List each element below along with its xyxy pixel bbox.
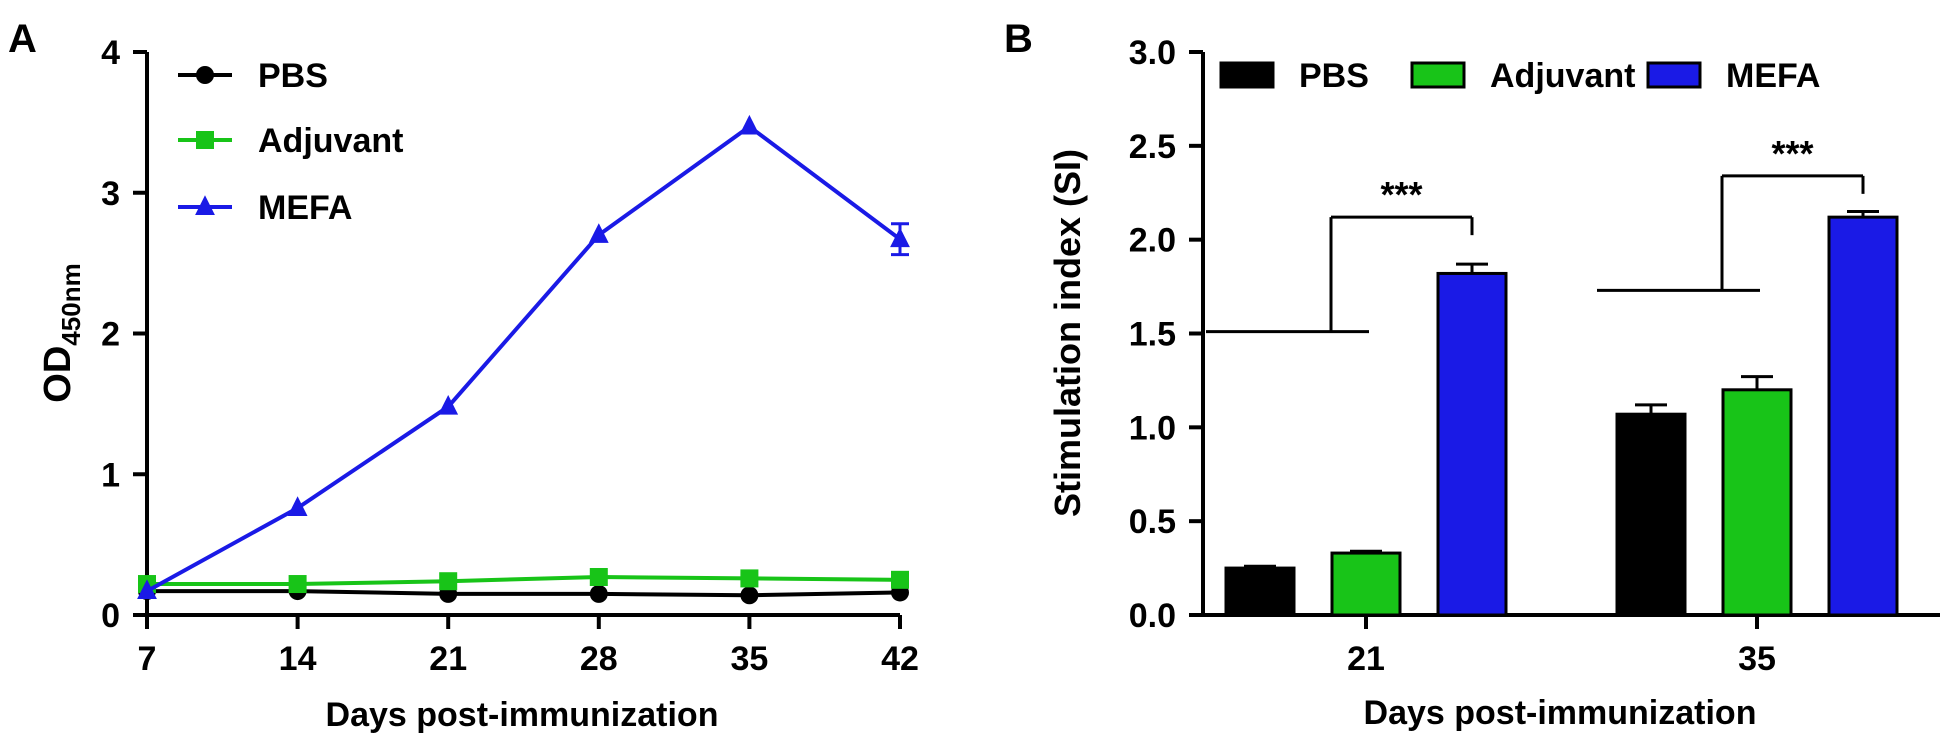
panel-b-bar-pbs bbox=[1615, 412, 1687, 617]
panel-b-bar-adjuvant bbox=[1330, 551, 1402, 617]
panel-a-x-ticks: 7 14 21 28 35 42 bbox=[138, 615, 919, 678]
panel-a-x-tick-label: 28 bbox=[580, 640, 618, 678]
panel-a-legend-label-adjuvant: Adjuvant bbox=[258, 122, 403, 160]
panel-b-label: B bbox=[1004, 17, 1033, 61]
panel-b-x-ticks: 21 35 bbox=[1347, 615, 1776, 678]
panel-a-point-adjuvant bbox=[439, 572, 458, 591]
panel-a-y-tick-label: 4 bbox=[101, 34, 120, 72]
panel-b-legend-swatch-adjuvant bbox=[1410, 61, 1466, 89]
panel-a-x-tick-label: 21 bbox=[429, 640, 467, 678]
panel-a-y-tick-label: 3 bbox=[101, 175, 120, 213]
panel-a-line-adjuvant bbox=[147, 574, 901, 587]
panel-a-line-mefa bbox=[146, 124, 902, 593]
panel-a-y-tick-label: 2 bbox=[101, 316, 120, 354]
panel-a-point-pbs bbox=[589, 584, 608, 603]
panel-a-legend-marker-mefa bbox=[195, 195, 215, 215]
panel-b-x-tick-label: 35 bbox=[1738, 640, 1776, 678]
panel-b-bar-adjuvant bbox=[1721, 388, 1793, 617]
panel-a-point-pbs bbox=[740, 586, 759, 605]
panel-b-y-tick-label: 1.5 bbox=[1129, 316, 1176, 354]
panel-b-y-ticks: 0.0 0.5 1.0 1.5 2.0 2.5 3.0 bbox=[1129, 34, 1203, 635]
panel-b-y-tick-label: 2.0 bbox=[1129, 222, 1176, 260]
panel-a-point-adjuvant bbox=[891, 570, 909, 589]
panel-a-x-tick-label: 35 bbox=[730, 640, 768, 678]
panel-a-x-tick-label: 7 bbox=[138, 640, 157, 678]
panel-a-line-chart: A 0 1 2 3 4 7 14 21 28 35 42 PBS Adjuvant MEFA OD45… bbox=[8, 17, 919, 734]
panel-a-series-mefa bbox=[137, 114, 910, 600]
panel-a-point-mefa bbox=[438, 394, 459, 415]
panel-a-point-mefa bbox=[739, 114, 760, 135]
panel-b-y-axis-label: Stimulation index (SI) bbox=[1047, 149, 1088, 517]
panel-b-y-tick-label: 0.5 bbox=[1129, 503, 1176, 541]
panel-a-point-mefa bbox=[588, 223, 609, 243]
panel-a-legend-marker-pbs bbox=[196, 66, 214, 84]
panel-b-significance-annotations: *** *** bbox=[1206, 133, 1865, 334]
panel-b-legend-swatch-pbs bbox=[1219, 61, 1275, 89]
panel-b-x-tick-label: 21 bbox=[1347, 640, 1385, 678]
panel-b-y-tick-label: 2.5 bbox=[1129, 128, 1176, 166]
panel-b-bar-mefa bbox=[1436, 271, 1508, 617]
panel-b-bar-pbs bbox=[1224, 566, 1296, 617]
panel-a-line-pbs bbox=[147, 589, 901, 598]
panel-a-series bbox=[137, 114, 910, 605]
panel-a-y-axis-label: OD450nm bbox=[37, 263, 86, 402]
panel-a-legend: PBS Adjuvant MEFA bbox=[178, 57, 403, 227]
panel-b-legend-label-adjuvant: Adjuvant bbox=[1490, 57, 1635, 95]
panel-a-point-adjuvant bbox=[589, 567, 608, 586]
panel-a-label: A bbox=[8, 17, 37, 61]
panel-a-legend-label-pbs: PBS bbox=[258, 57, 328, 95]
panel-b-legend-label-pbs: PBS bbox=[1299, 57, 1369, 95]
panel-a-point-adjuvant bbox=[740, 569, 759, 588]
panel-a-x-tick-label: 14 bbox=[279, 640, 317, 678]
panel-a-y-tick-label: 0 bbox=[101, 597, 120, 635]
panel-b-y-tick-label: 1.0 bbox=[1129, 409, 1176, 447]
panel-b-y-tick-label: 0.0 bbox=[1129, 597, 1176, 635]
panel-b-bar-mefa bbox=[1827, 215, 1899, 617]
panel-b-significance-stars: *** bbox=[1771, 133, 1813, 174]
panel-b-y-tick-label: 3.0 bbox=[1129, 34, 1176, 72]
panel-a-y-axis-label-subscript: 450nm bbox=[56, 263, 86, 345]
panel-a-x-axis-label: Days post-immunization bbox=[326, 696, 719, 734]
panel-b-bars bbox=[1224, 210, 1899, 617]
panel-a-point-adjuvant bbox=[288, 575, 307, 594]
panel-a-x-tick-label: 42 bbox=[881, 640, 919, 678]
panel-a-y-ticks: 0 1 2 3 4 bbox=[101, 34, 147, 635]
panel-a-y-axis-label-main: OD bbox=[37, 346, 79, 403]
panel-a-y-tick-label: 1 bbox=[101, 456, 120, 494]
panel-a-point-mefa bbox=[287, 496, 308, 516]
panel-a-legend-marker-adjuvant bbox=[196, 131, 214, 149]
panel-b-significance-stars: *** bbox=[1380, 174, 1422, 215]
panel-b-legend-swatch-mefa bbox=[1646, 61, 1702, 89]
panel-b-legend-label-mefa: MEFA bbox=[1726, 57, 1820, 95]
panel-b-legend: PBS Adjuvant MEFA bbox=[1219, 57, 1820, 95]
panel-b-bar-chart: B 0.0 0.5 1.0 1.5 2.0 2.5 3.0 21 35 *** *** PBS A… bbox=[1004, 17, 1940, 732]
panel-b-x-axis-label: Days post-immunization bbox=[1364, 694, 1757, 732]
panel-a-point-mefa bbox=[137, 579, 157, 600]
panel-a-legend-label-mefa: MEFA bbox=[258, 189, 352, 227]
panel-a-point-mefa bbox=[890, 227, 910, 248]
